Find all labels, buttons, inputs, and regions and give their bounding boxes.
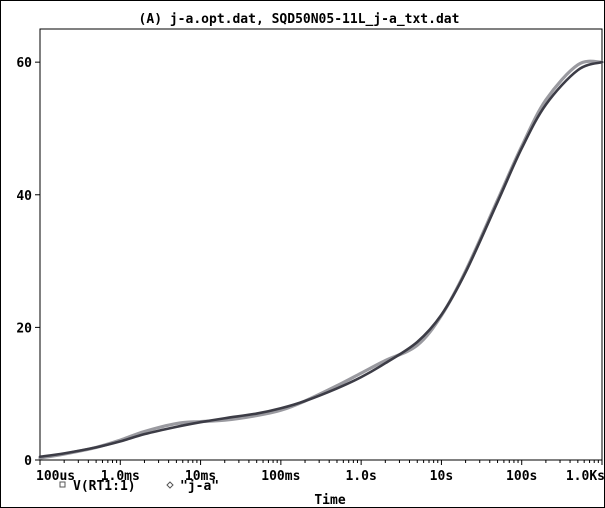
x-tick-label: 100ms <box>261 469 300 484</box>
legend-marker-diamond <box>166 481 174 489</box>
legend: V(RT1:1) "j-a" <box>59 479 219 494</box>
y-axis: 0 20 40 60 <box>16 56 40 469</box>
legend-label: "j-a" <box>180 479 219 494</box>
x-tick-label: 100us <box>36 469 75 484</box>
legend-marker-square <box>59 481 66 488</box>
x-axis-label: Time <box>314 493 345 507</box>
series-line-v-rt1 <box>38 60 604 458</box>
series-layer <box>38 59 604 460</box>
y-tick-label: 20 <box>16 321 32 336</box>
y-tick-label: 60 <box>16 56 32 71</box>
x-axis: 100us 1.0ms 10ms 100ms 1.0s 10s 100s 1.0Ks <box>36 460 604 484</box>
x-tick-label: 1.0Ks <box>566 469 604 484</box>
x-tick-label: 10s <box>430 469 453 484</box>
x-tick-label: 1.0ms <box>101 469 140 484</box>
y-tick-label: 0 <box>24 454 32 469</box>
x-tick-label: 1.0s <box>345 469 376 484</box>
legend-label: V(RT1:1) <box>73 479 136 494</box>
y-tick-label: 40 <box>16 189 32 204</box>
chart-title: (A) j-a.opt.dat, SQD50N05-11L_j-a_txt.da… <box>139 12 460 27</box>
x-tick-label: 10ms <box>185 469 216 484</box>
x-tick-label: 100s <box>506 469 537 484</box>
plot-area <box>39 28 603 461</box>
